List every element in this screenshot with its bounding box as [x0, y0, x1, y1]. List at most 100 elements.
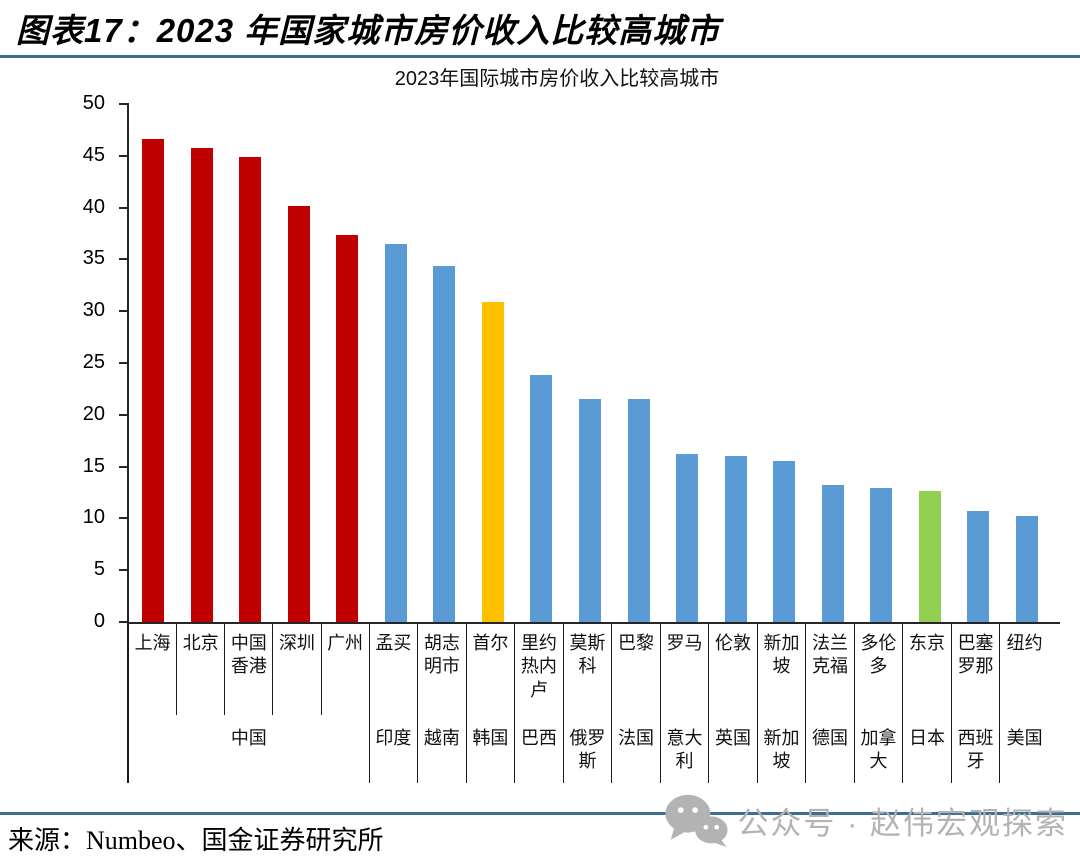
y-tick-label: 30: [82, 299, 105, 322]
city-label: 罗马: [666, 633, 703, 653]
country-group-韩国: 首尔 韩国: [467, 624, 516, 783]
city-label: 新加坡: [763, 633, 800, 677]
city-label: 中国香港: [225, 624, 274, 715]
y-axis: 0 5 10 15 20 25 30 35 40 45 50: [0, 93, 129, 631]
country-label: 越南: [423, 728, 460, 748]
city-label: 首尔: [472, 633, 509, 653]
y-tick-label: 15: [82, 454, 105, 477]
chart-bar-胡志明市: [433, 265, 456, 622]
city-row: 孟买: [370, 624, 418, 715]
chart-bar-孟买: [384, 243, 407, 622]
city-row: 巴塞罗那: [952, 624, 1000, 715]
chart-bar-罗马: [676, 454, 699, 622]
chart-bar-巴黎: [627, 399, 650, 622]
y-tick-label: 35: [82, 247, 105, 270]
y-tick-mark: [119, 517, 129, 520]
chart-bar-广州: [336, 234, 359, 622]
city-row: 新加坡: [758, 624, 806, 715]
country-label: 日本: [909, 728, 946, 748]
y-tick-mark: [119, 103, 129, 105]
chart-bar-东京: [918, 491, 941, 622]
country-label: 英国: [714, 728, 751, 748]
chart-bar-上海: [142, 139, 165, 622]
country-group-越南: 胡志明市 越南: [418, 624, 467, 783]
y-tick-label: 40: [82, 195, 105, 218]
y-tick-label: 50: [82, 92, 105, 114]
chart-bar-新加坡: [773, 461, 796, 622]
source-text: 来源：Numbeo、国金证券研究所: [8, 826, 384, 855]
y-tick-mark: [119, 465, 129, 468]
wechat-icon: [665, 794, 728, 847]
city-label: 深圳: [273, 624, 322, 715]
chart-bar-巴塞罗那: [967, 511, 990, 622]
city-row: 罗马: [661, 624, 709, 715]
chart-bar-中国香港: [239, 156, 262, 622]
y-tick-label: 10: [82, 506, 105, 529]
city-row: 东京: [903, 624, 951, 715]
y-tick-mark: [119, 621, 129, 623]
city-label: 伦敦: [714, 633, 751, 653]
country-group-英国: 伦敦 英国: [709, 624, 758, 783]
y-tick-label: 45: [82, 143, 105, 166]
y-tick-mark: [119, 206, 129, 209]
city-label: 北京: [177, 624, 226, 715]
watermark-text: 公众号 · 赵伟宏观探索: [737, 805, 1068, 841]
city-row: 伦敦: [709, 624, 757, 715]
country-group-俄罗斯: 莫斯科 俄罗斯: [564, 624, 613, 783]
city-row: 巴黎: [612, 624, 660, 715]
plot-area: [127, 104, 1060, 624]
city-row: 法兰克福: [806, 624, 854, 715]
country-label: 俄罗斯: [569, 728, 606, 772]
country-group-巴西: 里约热内卢 巴西: [515, 624, 564, 783]
city-row: 莫斯科: [564, 624, 612, 715]
country-group-中国: 上海 北京 中国香港 深圳 广州中国: [127, 624, 370, 783]
city-label: 里约热内卢: [520, 633, 557, 700]
y-tick-label: 20: [82, 402, 105, 425]
country-label: 中国: [230, 728, 267, 748]
country-group-印度: 孟买 印度: [370, 624, 419, 783]
chart-bar-法兰克福: [821, 485, 844, 622]
y-tick-mark: [119, 258, 129, 261]
city-label: 多伦多: [860, 633, 897, 677]
y-tick-mark: [119, 362, 129, 364]
city-label: 胡志明市: [423, 633, 460, 677]
country-label: 西班牙: [957, 728, 994, 772]
city-label: 广州: [327, 633, 364, 653]
country-group-新加坡: 新加坡 新加坡: [758, 624, 807, 783]
y-tick-mark: [119, 413, 129, 416]
country-group-法国: 巴黎 法国: [612, 624, 661, 783]
city-label: 莫斯科: [569, 633, 606, 677]
country-group-日本: 东京 日本: [903, 624, 952, 783]
watermark: 公众号 · 赵伟宏观探索: [663, 792, 1068, 848]
chart-bar-深圳: [287, 205, 310, 622]
city-label: 东京: [909, 633, 946, 653]
country-label: 加拿大: [860, 728, 897, 772]
country-label: 印度: [375, 728, 412, 748]
city-row: 里约热内卢: [515, 624, 563, 715]
country-label: 新加坡: [763, 728, 800, 772]
city-label: 巴塞罗那: [957, 633, 994, 677]
city-label: 法兰克福: [812, 633, 849, 677]
y-tick-mark: [119, 569, 129, 572]
chart-bar-纽约: [1015, 516, 1038, 622]
chart-title: 2023年国际城市房价收入比较高城市: [394, 68, 720, 90]
chart-bar-伦敦: [724, 456, 747, 622]
chart-bar-里约热内卢: [530, 375, 553, 622]
city-label: 孟买: [375, 633, 412, 653]
city-row: 纽约: [1000, 624, 1049, 715]
y-tick-label: 5: [93, 558, 105, 581]
country-group-西班牙: 巴塞罗那 西班牙: [952, 624, 1001, 783]
country-group-德国: 法兰克福 德国: [806, 624, 855, 783]
country-group-加拿大: 多伦多 加拿大: [855, 624, 904, 783]
footer-divider-line: [0, 812, 1080, 815]
city-label: 巴黎: [617, 633, 654, 653]
country-label: 美国: [1006, 728, 1043, 748]
chart-bar-北京: [190, 147, 213, 622]
x-axis-category-table: 上海 北京 中国香港 深圳 广州 中国 孟买 印度 胡志明市 越南 首尔 韩国 里约热内卢 巴西 莫斯科 俄罗…: [127, 624, 1049, 783]
city-row: 首尔: [467, 624, 515, 715]
country-label: 意大利: [666, 728, 703, 772]
chart-bar-多伦多: [870, 488, 893, 622]
page-title: 图表17：2023 年国家城市房价收入比较高城市: [16, 12, 721, 49]
city-row: 上海 北京 中国香港 深圳 广州: [129, 624, 369, 715]
